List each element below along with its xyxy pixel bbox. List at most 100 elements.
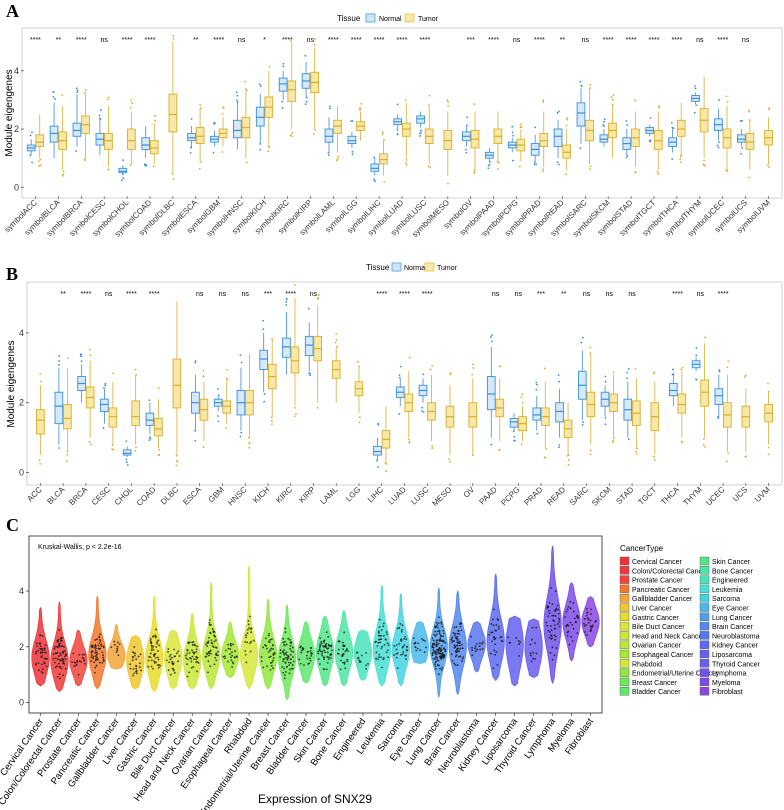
violin bbox=[543, 546, 562, 684]
data-point bbox=[44, 657, 47, 660]
data-point bbox=[438, 629, 441, 632]
data-point bbox=[494, 643, 497, 646]
data-point bbox=[41, 647, 44, 650]
data-point bbox=[186, 658, 189, 661]
tumor-outlier bbox=[726, 366, 729, 369]
data-point bbox=[267, 651, 270, 653]
data-point bbox=[556, 604, 559, 607]
normal-outlier bbox=[304, 54, 307, 57]
data-point bbox=[530, 660, 533, 663]
data-point bbox=[305, 654, 308, 657]
tumor-outlier bbox=[61, 94, 64, 97]
legend-entry: Lymphoma bbox=[712, 671, 746, 678]
data-point bbox=[461, 657, 464, 660]
significance-label: ns bbox=[196, 291, 204, 298]
normal-outlier bbox=[263, 393, 266, 395]
data-point bbox=[157, 656, 159, 659]
normal-outlier bbox=[351, 150, 354, 153]
data-point bbox=[529, 643, 532, 646]
data-point bbox=[378, 653, 381, 656]
data-point bbox=[61, 640, 63, 642]
legend-entry: Endometrial/Uterine Cancer bbox=[632, 671, 719, 678]
data-point bbox=[90, 660, 93, 663]
tumor-outlier bbox=[726, 100, 729, 103]
panel-b-legend: Tissue Normal Tumor bbox=[366, 262, 458, 272]
data-point bbox=[496, 664, 499, 666]
data-point bbox=[244, 653, 247, 656]
tumor-outlier bbox=[226, 379, 229, 381]
data-point bbox=[34, 663, 37, 666]
normal-box bbox=[282, 337, 291, 358]
tumor-outlier bbox=[38, 165, 41, 168]
data-point bbox=[285, 651, 288, 654]
data-point bbox=[214, 635, 216, 638]
data-point bbox=[320, 641, 323, 643]
data-point bbox=[231, 666, 234, 668]
tumor-outlier bbox=[653, 455, 655, 458]
normal-outlier bbox=[490, 336, 492, 338]
data-point bbox=[517, 640, 520, 642]
data-point bbox=[492, 667, 495, 670]
data-point bbox=[59, 659, 61, 661]
data-point bbox=[250, 631, 253, 633]
significance-label: ns bbox=[515, 291, 523, 298]
significance-label: **** bbox=[351, 37, 362, 44]
normal-outlier bbox=[626, 154, 629, 157]
normal-outlier bbox=[695, 104, 698, 107]
tumor-outlier bbox=[520, 126, 523, 128]
legend-entry: Lung Cancer bbox=[712, 615, 753, 622]
data-point bbox=[321, 654, 324, 657]
data-point bbox=[435, 625, 437, 628]
tumor-outlier bbox=[612, 98, 614, 101]
x-tick-label: LAML bbox=[318, 485, 340, 507]
panel-a-ylabel: Module eigengenes bbox=[4, 69, 15, 156]
tumor-outlier bbox=[447, 182, 449, 185]
panel-a: A Tissue Normal Tumor Module eigengenes … bbox=[3, 1, 783, 239]
data-point bbox=[554, 635, 557, 638]
data-point bbox=[479, 648, 481, 651]
data-point bbox=[154, 652, 157, 655]
normal-outlier bbox=[536, 383, 538, 386]
data-point bbox=[442, 635, 444, 638]
data-point bbox=[443, 654, 446, 657]
legend-swatch bbox=[699, 594, 710, 603]
data-point bbox=[53, 648, 56, 650]
data-point bbox=[456, 664, 459, 667]
panel-b-legend-normal-swatch bbox=[391, 262, 402, 272]
tumor-outlier bbox=[589, 346, 592, 349]
tumor-outlier bbox=[270, 419, 273, 422]
normal-outlier bbox=[309, 374, 311, 377]
data-point bbox=[396, 652, 399, 655]
data-point bbox=[550, 634, 552, 636]
legend-swatch bbox=[699, 556, 710, 566]
legend-swatch bbox=[619, 612, 630, 621]
data-point bbox=[548, 609, 550, 612]
tumor-outlier bbox=[359, 107, 361, 109]
data-point bbox=[495, 624, 498, 626]
normal-outlier bbox=[718, 99, 720, 102]
data-point bbox=[300, 645, 302, 648]
x-tick-label: ESCA bbox=[181, 485, 203, 507]
legend-entry: Gallbladder Cancer bbox=[632, 596, 693, 603]
normal-box bbox=[370, 163, 380, 172]
data-point bbox=[554, 590, 557, 593]
tumor-outlier bbox=[768, 107, 771, 109]
data-point bbox=[205, 655, 208, 658]
panel-c: C Kruskal-Wallis, p < 2.2e-16 Expression… bbox=[0, 515, 761, 810]
significance-label: ns bbox=[238, 37, 246, 44]
data-point bbox=[585, 614, 588, 617]
tumor-outlier bbox=[726, 460, 728, 463]
normal-outlier bbox=[398, 413, 401, 415]
data-point bbox=[284, 631, 287, 634]
x-tick-label: ACC bbox=[25, 485, 43, 503]
x-tick-label: LUAD bbox=[386, 485, 408, 507]
tumor-outlier bbox=[129, 163, 132, 166]
normal-outlier bbox=[558, 446, 560, 449]
normal-outlier bbox=[58, 360, 61, 362]
tumor-outlier bbox=[611, 103, 614, 106]
data-point bbox=[565, 610, 568, 613]
data-point bbox=[387, 656, 390, 659]
data-point bbox=[192, 665, 195, 668]
data-point bbox=[58, 662, 60, 665]
normal-box bbox=[122, 449, 132, 456]
